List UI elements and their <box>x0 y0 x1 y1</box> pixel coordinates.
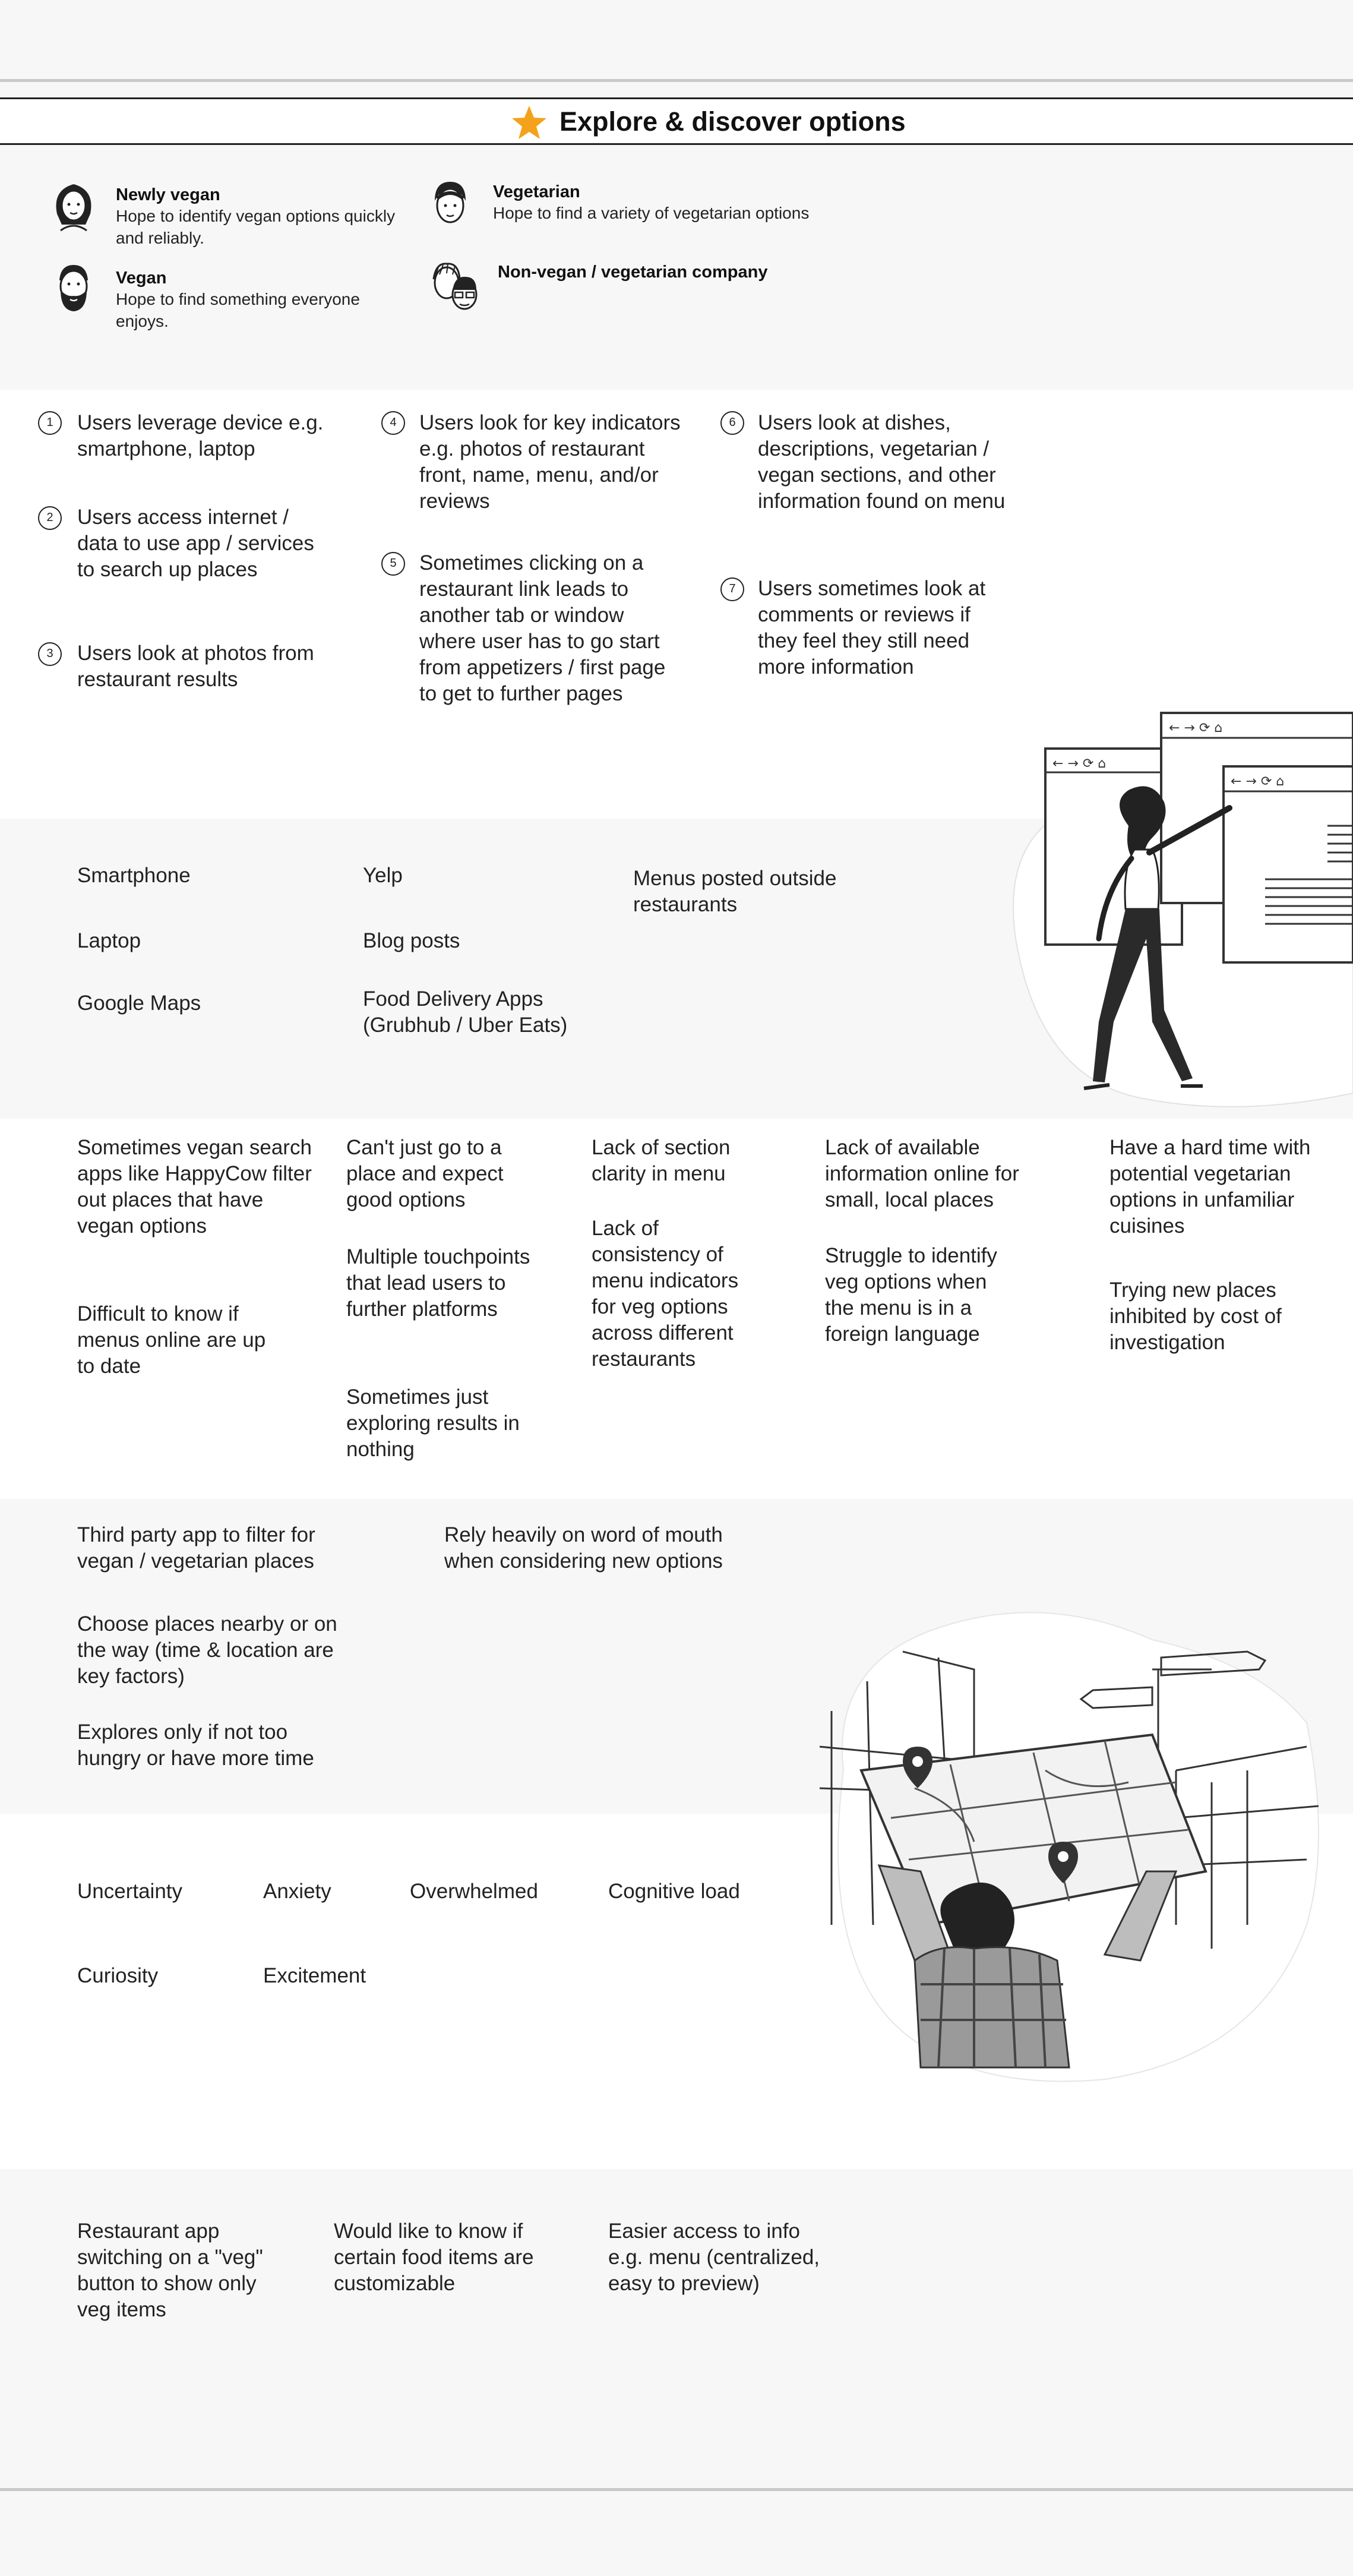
page-title: Explore & discover options <box>559 106 906 137</box>
avatar-vegetarian <box>435 182 466 223</box>
pain-point: Multiple touchpoints that lead users to … <box>346 1245 530 1321</box>
pain-point: Difficult to know if menus online are up… <box>77 1302 266 1378</box>
step-text: Users sometimes look at comments or revi… <box>758 577 986 678</box>
persona-desc: Hope to identify vegan options quickly a… <box>116 207 396 247</box>
touchpoint: Google Maps <box>77 992 201 1015</box>
step-number: 7 <box>720 577 744 601</box>
emotion: Cognitive load <box>608 1880 740 1903</box>
opportunity: Would like to know if certain food items… <box>334 2220 534 2295</box>
persona-name: Vegetarian <box>493 182 580 201</box>
opportunity: Easier access to info e.g. menu (central… <box>608 2220 820 2295</box>
emotion: Overwhelmed <box>410 1880 538 1903</box>
touchpoint: Yelp <box>363 864 403 887</box>
pain-point: Sometimes just exploring results in noth… <box>346 1385 520 1461</box>
step-number: 3 <box>38 642 62 666</box>
step-text: Users access internet / data to use app … <box>77 506 314 581</box>
step-text: Users look at dishes, descriptions, vege… <box>758 411 1006 513</box>
steps-section <box>0 390 1353 819</box>
step-number: 1 <box>38 411 62 435</box>
emotion: Anxiety <box>263 1880 331 1903</box>
header-bar: Explore & discover options <box>0 97 1353 145</box>
pain-point: Can't just go to a place and expect good… <box>346 1136 504 1211</box>
pain-point: Lack of section clarity in menu <box>592 1136 731 1185</box>
touchpoint: Laptop <box>77 929 141 952</box>
touchpoint: Food Delivery Apps (Grubhub / Uber Eats) <box>363 987 568 1037</box>
persona-desc: Hope to find something everyone enjoys. <box>116 290 360 330</box>
pain-point: Trying new places inhibited by cost of i… <box>1109 1278 1282 1354</box>
svg-text:← → ⟳ ⌂: ← → ⟳ ⌂ <box>1169 721 1222 735</box>
persona-desc: Hope to find a variety of vegetarian opt… <box>493 204 810 222</box>
avatar-newly-vegan <box>56 184 91 232</box>
behavior: Rely heavily on word of mouth when consi… <box>444 1523 723 1573</box>
step-text: Sometimes clicking on a restaurant link … <box>419 551 666 705</box>
pain-point: Have a hard time with potential vegetari… <box>1109 1136 1311 1238</box>
step-number: 4 <box>381 411 405 435</box>
emotion: Uncertainty <box>77 1880 183 1903</box>
behavior: Choose places nearby or on the way (time… <box>77 1612 337 1688</box>
svg-text:← → ⟳ ⌂: ← → ⟳ ⌂ <box>1231 774 1284 789</box>
pain-points-section <box>0 1119 1353 1499</box>
behavior: Explores only if not too hungry or have … <box>77 1721 314 1770</box>
touchpoint: Blog posts <box>363 929 460 952</box>
pain-point: Sometimes vegan search apps like HappyCo… <box>77 1136 312 1238</box>
svg-text:← → ⟳ ⌂: ← → ⟳ ⌂ <box>1052 756 1106 771</box>
persona-name: Non-vegan / vegetarian company <box>498 263 768 282</box>
step-number: 5 <box>381 552 405 576</box>
star-icon <box>512 106 546 139</box>
step-text: Users leverage device e.g. smartphone, l… <box>77 411 324 460</box>
emotion: Curiosity <box>77 1964 159 1987</box>
step-number: 6 <box>720 411 744 435</box>
bottom-rule <box>0 2488 1353 2491</box>
pain-point: Struggle to identify veg options when th… <box>825 1244 997 1346</box>
browsing-woman-illustration: ← → ⟳ ⌂ ← → ⟳ ⌂ ← → ⟳ ⌂ <box>1013 712 1353 1107</box>
persona-name: Newly vegan <box>116 185 220 204</box>
personas-section <box>0 145 1353 390</box>
map-man-illustration <box>819 1612 1319 2082</box>
pain-point: Lack of consistency of menu indicators f… <box>592 1217 739 1371</box>
emotion: Excitement <box>263 1964 366 1987</box>
touchpoint: Smartphone <box>77 864 191 887</box>
opportunities-section <box>0 2169 1353 2486</box>
step-text: Users look for key indicators e.g. photo… <box>419 411 681 513</box>
avatar-group <box>432 263 478 310</box>
pain-point: Lack of available information online for… <box>825 1136 1019 1211</box>
avatar-vegan <box>59 265 88 311</box>
behavior: Third party app to filter for vegan / ve… <box>77 1523 315 1573</box>
persona-name: Vegan <box>116 269 167 288</box>
top-rule <box>0 79 1353 82</box>
step-number: 2 <box>38 506 62 530</box>
step-text: Users look at photos from restaurant res… <box>77 642 314 691</box>
touchpoint: Menus posted outside restaurants <box>633 867 837 916</box>
opportunity: Restaurant app switching on a "veg" butt… <box>77 2220 263 2321</box>
